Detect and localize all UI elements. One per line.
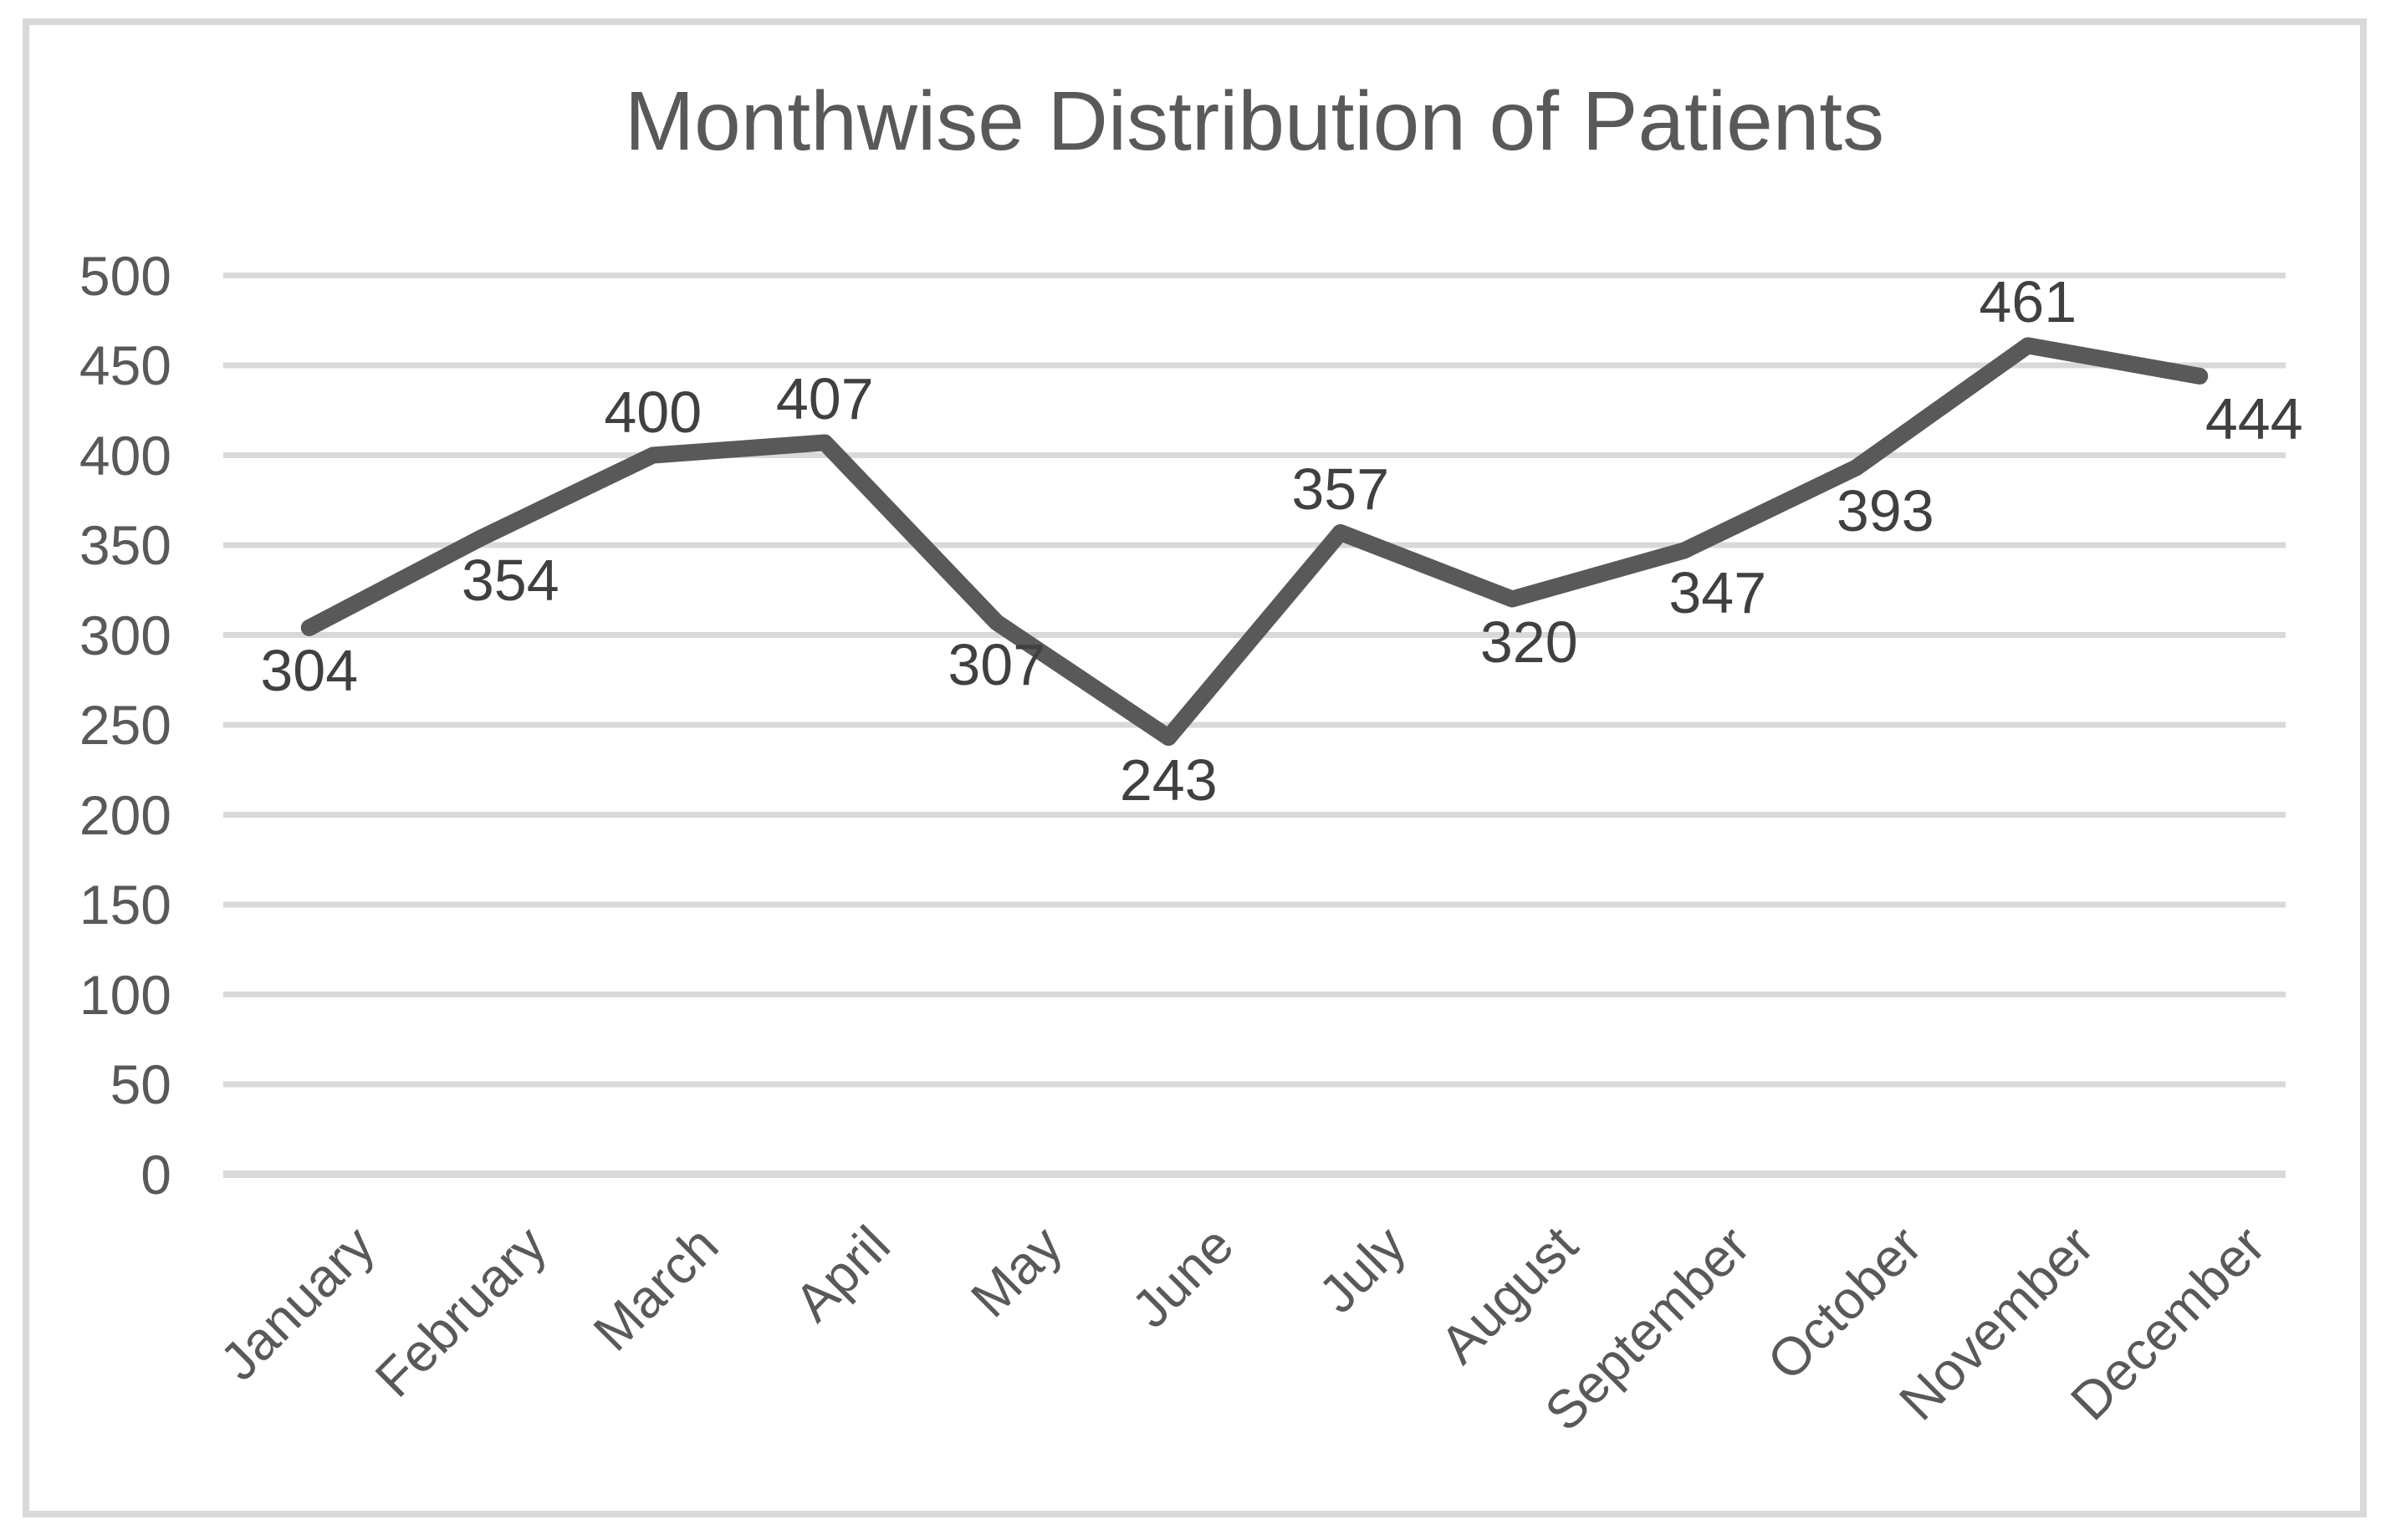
data-label-february: 354 — [461, 548, 559, 614]
y-tick-label: 300 — [79, 604, 171, 666]
data-label-june: 243 — [1119, 747, 1218, 813]
data-label-may: 307 — [948, 632, 1046, 698]
y-tick-label: 250 — [79, 694, 171, 756]
y-tick-label: 100 — [79, 963, 171, 1026]
data-label-january: 304 — [260, 637, 359, 703]
y-tick-label: 400 — [79, 424, 171, 487]
chart-title: Monthwise Distribution of Patients — [624, 74, 1885, 168]
y-tick-label: 500 — [79, 244, 171, 307]
y-tick-label: 0 — [140, 1143, 171, 1206]
data-label-july: 357 — [1291, 456, 1390, 522]
y-tick-label: 200 — [79, 783, 171, 846]
data-label-october: 393 — [1836, 477, 1934, 543]
y-tick-label: 150 — [79, 874, 171, 936]
y-tick-label: 50 — [110, 1053, 171, 1115]
data-label-december: 444 — [2205, 385, 2303, 451]
data-label-march: 400 — [604, 379, 702, 445]
data-label-september: 347 — [1668, 560, 1767, 626]
series-line-patients — [300, 337, 2209, 747]
data-label-april: 407 — [775, 366, 874, 432]
y-tick-label: 450 — [79, 334, 171, 396]
y-tick-label: 350 — [79, 514, 171, 576]
data-label-november: 461 — [1979, 269, 2077, 335]
chart-border-frame — [23, 18, 2367, 1517]
data-label-august: 320 — [1479, 609, 1578, 675]
